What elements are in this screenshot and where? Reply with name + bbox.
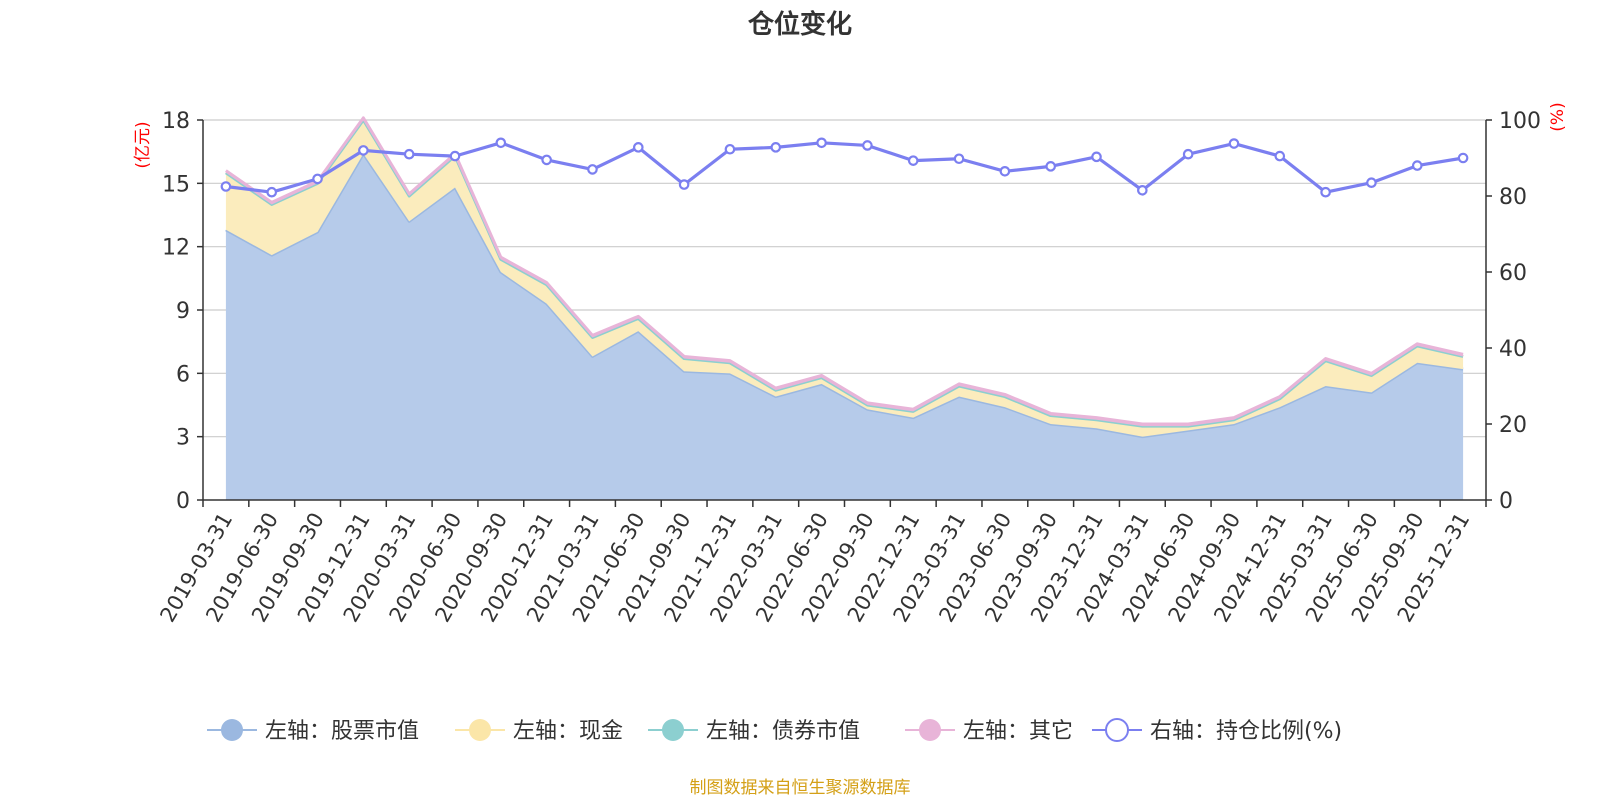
area-1 <box>225 153 1464 500</box>
ratio-point[interactable] <box>1182 148 1194 160</box>
ratio-point[interactable] <box>1411 160 1423 171</box>
right-axis-tick-label: 80 <box>1499 185 1527 210</box>
legend-item[interactable]: 左轴：股票市值 <box>207 719 419 744</box>
legend-item[interactable]: 左轴：其它 <box>905 719 1073 744</box>
ratio-point[interactable] <box>1045 161 1056 172</box>
ratio-point[interactable] <box>1320 186 1331 198</box>
legend-item[interactable]: 左轴：现金 <box>455 719 623 744</box>
right-axis-tick-label: 0 <box>1499 489 1513 514</box>
ratio-point[interactable] <box>678 179 690 190</box>
left-axis-tick-label: 12 <box>162 236 190 261</box>
ratio-point[interactable] <box>1228 138 1240 149</box>
legend-label: 左轴：股票市值 <box>265 719 419 744</box>
ratio-point[interactable] <box>1274 150 1286 162</box>
legend-dot-icon <box>221 719 243 741</box>
chart-title: 仓位变化 <box>747 9 852 40</box>
right-axis-tick-label: 40 <box>1499 337 1527 362</box>
left-axis-tick-label: 0 <box>176 489 190 514</box>
legend-dot-icon <box>469 719 491 741</box>
left-axis-tick-label: 6 <box>176 362 190 387</box>
ratio-point[interactable] <box>953 153 965 165</box>
ratio-point[interactable] <box>862 140 873 151</box>
ratio-line-layer <box>220 137 1469 198</box>
ratio-point[interactable] <box>633 142 644 153</box>
ratio-point[interactable] <box>1366 177 1377 188</box>
left-axis-unit: (亿元) <box>133 121 153 168</box>
ratio-point[interactable] <box>403 148 415 160</box>
ratio-point[interactable] <box>999 166 1011 177</box>
legend-circle-icon <box>1105 718 1129 742</box>
left-axis-tick-label: 15 <box>162 172 190 197</box>
legend-dot-icon <box>919 719 941 741</box>
ratio-point[interactable] <box>724 143 736 155</box>
left-axis-tick-label: 9 <box>176 299 190 324</box>
area-line-4 <box>225 116 1464 426</box>
ratio-line <box>225 141 1464 194</box>
ratio-point[interactable] <box>1091 151 1102 163</box>
source-note: 制图数据来自恒生聚源数据库 <box>690 778 911 798</box>
legend-item[interactable]: 左轴：债券市值 <box>648 719 860 744</box>
ratio-point[interactable] <box>1457 152 1469 164</box>
area-2 <box>225 120 1464 437</box>
legend-dot-icon <box>662 719 684 741</box>
ratio-point[interactable] <box>220 181 232 192</box>
legend-label: 左轴：其它 <box>963 719 1073 744</box>
ratio-point[interactable] <box>541 154 552 166</box>
ratio-point[interactable] <box>907 155 919 166</box>
ratio-point[interactable] <box>266 186 278 198</box>
legend-label: 左轴：现金 <box>513 719 623 744</box>
right-axis-tick-label: 100 <box>1499 109 1541 134</box>
right-axis-unit: (%) <box>1548 102 1568 131</box>
ratio-point[interactable] <box>587 164 598 175</box>
legend-label: 左轴：债券市值 <box>706 719 860 744</box>
left-axis-tick-label: 3 <box>176 426 190 451</box>
ratio-point[interactable] <box>1137 185 1148 196</box>
ratio-point[interactable] <box>816 137 827 149</box>
left-axis-tick-label: 18 <box>162 109 190 134</box>
ratio-point[interactable] <box>495 137 507 149</box>
ratio-point[interactable] <box>770 142 782 153</box>
legend-item[interactable]: 右轴：持仓比例(%) <box>1092 718 1342 744</box>
ratio-point[interactable] <box>449 150 461 162</box>
legend-label: 右轴：持仓比例(%) <box>1150 719 1342 744</box>
ratio-point[interactable] <box>312 173 323 185</box>
ratio-point[interactable] <box>358 145 369 156</box>
right-axis-tick-label: 60 <box>1499 261 1527 286</box>
area-layer <box>225 116 1464 500</box>
legend[interactable]: 左轴：股票市值 左轴：现金 左轴：债券市值 左轴：其它 右轴：持仓比例(%) <box>207 718 1342 744</box>
right-axis-tick-label: 20 <box>1499 413 1527 438</box>
